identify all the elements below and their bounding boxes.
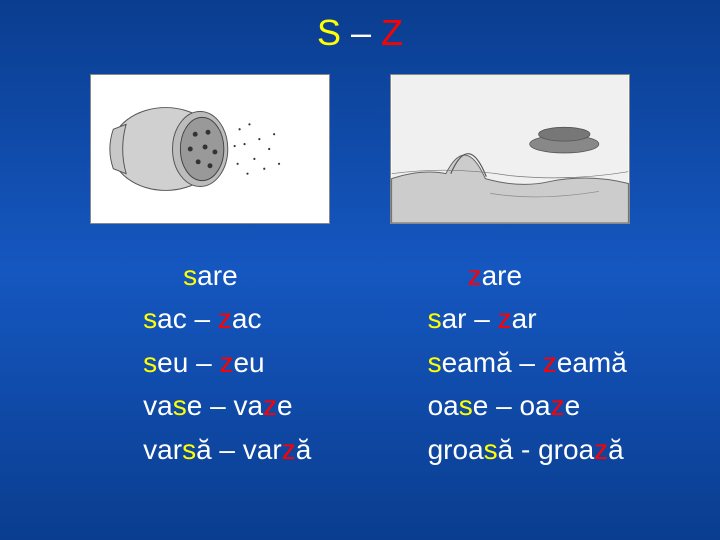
hl-s: s <box>484 434 498 465</box>
hl-z: z <box>219 347 233 378</box>
word-line: seamă – zeamă <box>428 341 627 384</box>
hl-s: s <box>143 303 157 334</box>
title-s: S <box>317 12 341 53</box>
page-title: S – Z <box>0 0 720 54</box>
hl-s: s <box>459 390 473 421</box>
word-line: sar – zar <box>428 297 627 340</box>
left-header: sare <box>143 254 311 297</box>
hl-s: s <box>183 260 197 291</box>
txt: eamă <box>557 347 627 378</box>
images-row <box>0 54 720 234</box>
text-row: sare sac – zac seu – zeu vase – vaze var… <box>0 234 720 471</box>
txt: eu – <box>157 347 219 378</box>
txt: e <box>277 390 293 421</box>
txt: groa <box>428 434 484 465</box>
hl-z: z <box>594 434 608 465</box>
word-line: varsă – varză <box>143 428 311 471</box>
txt: ă - groa <box>498 434 595 465</box>
txt: ă <box>296 434 312 465</box>
title-dash: – <box>341 12 381 53</box>
txt: oa <box>428 390 459 421</box>
right-header: zare <box>428 254 627 297</box>
txt: e – oa <box>473 390 551 421</box>
hl-s: s <box>428 347 442 378</box>
txt: e <box>565 390 581 421</box>
hl-z: z <box>218 303 232 334</box>
word-line: groasă - groază <box>428 428 627 471</box>
hl-z: z <box>282 434 296 465</box>
txt: eu <box>233 347 264 378</box>
right-column: zare sar – zar seamă – zeamă oase – oaze… <box>418 254 627 471</box>
hl-z: z <box>498 303 512 334</box>
txt: are <box>482 260 522 291</box>
txt: var <box>143 434 182 465</box>
hl-z: z <box>263 390 277 421</box>
txt: ar – <box>442 303 498 334</box>
txt: ar <box>512 303 537 334</box>
word-line: vase – vaze <box>143 384 311 427</box>
txt: e – va <box>187 390 263 421</box>
txt: ac <box>232 303 262 334</box>
txt: va <box>143 390 173 421</box>
hl-z: z <box>543 347 557 378</box>
hl-s: s <box>173 390 187 421</box>
hl-z: z <box>468 260 482 291</box>
txt: ac – <box>157 303 218 334</box>
hl-z: z <box>551 390 565 421</box>
left-column: sare sac – zac seu – zeu vase – vaze var… <box>93 254 311 471</box>
hl-s: s <box>428 303 442 334</box>
word-line: oase – oaze <box>428 384 627 427</box>
hl-s: s <box>182 434 196 465</box>
txt: are <box>197 260 237 291</box>
txt: ă <box>608 434 624 465</box>
word-line: sac – zac <box>143 297 311 340</box>
txt: eamă – <box>442 347 543 378</box>
txt: ă – var <box>196 434 282 465</box>
hl-s: s <box>143 347 157 378</box>
word-line: seu – zeu <box>143 341 311 384</box>
right-image <box>390 74 630 224</box>
left-image <box>90 74 330 224</box>
title-z: Z <box>381 12 403 53</box>
